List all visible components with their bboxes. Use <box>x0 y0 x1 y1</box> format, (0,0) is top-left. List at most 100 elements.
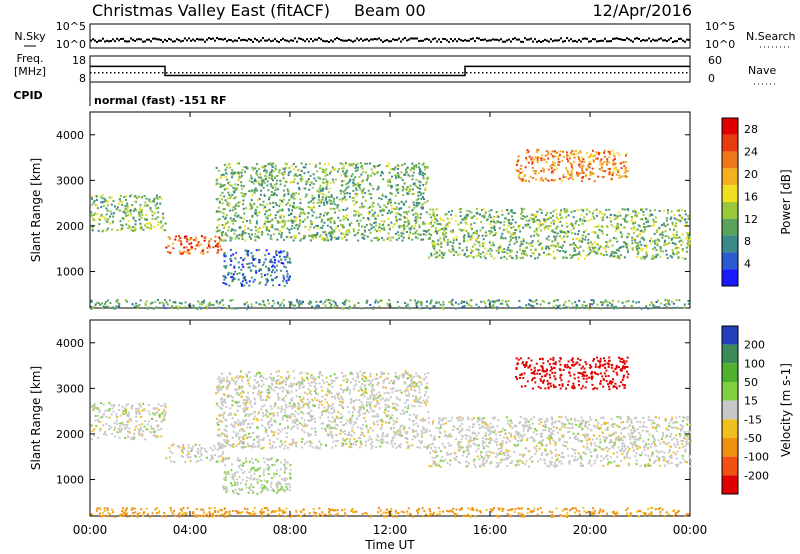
range-gate-cell <box>398 225 401 228</box>
scatter-region <box>90 194 167 233</box>
range-gate-cell <box>193 454 196 457</box>
range-gate-cell <box>225 486 228 489</box>
range-gate-cell <box>225 187 228 190</box>
range-gate-cell <box>157 403 160 406</box>
range-gate-cell <box>666 223 669 226</box>
range-gate-cell <box>439 217 442 220</box>
range-gate-cell <box>258 167 261 170</box>
range-gate-cell <box>252 461 255 464</box>
range-gate-cell <box>434 230 437 233</box>
range-gate-cell <box>242 441 245 444</box>
range-gate-cell <box>409 228 412 231</box>
range-gate-cell <box>531 240 534 243</box>
range-gate-cell <box>585 213 588 216</box>
range-gate-cell <box>424 182 427 185</box>
range-gate-cell <box>433 243 436 246</box>
range-gate-cell <box>510 249 513 252</box>
range-gate-cell <box>506 248 509 251</box>
range-gate-cell <box>467 232 470 235</box>
range-gate-cell <box>254 265 257 268</box>
range-gate-cell <box>391 436 394 439</box>
range-gate-cell <box>256 174 259 177</box>
range-gate-cell <box>448 249 451 252</box>
range-gate-cell <box>637 224 640 227</box>
range-gate-cell <box>215 230 218 233</box>
range-gate-cell <box>312 211 315 214</box>
range-gate-cell <box>430 299 433 302</box>
range-gate-cell <box>502 237 505 240</box>
nave-dot <box>626 72 628 74</box>
range-gate-cell <box>432 224 435 227</box>
nave-dot <box>522 72 524 74</box>
range-gate-cell <box>249 204 252 207</box>
range-gate-cell <box>371 171 374 174</box>
range-gate-cell <box>442 226 445 229</box>
scatter-region <box>90 298 690 310</box>
range-gate-cell <box>587 247 590 250</box>
range-gate-cell <box>493 229 496 232</box>
range-gate-cell <box>433 253 436 256</box>
range-gate-cell <box>273 302 276 305</box>
range-gate-cell <box>506 252 509 255</box>
range-gate-cell <box>422 183 425 186</box>
range-gate-cell <box>113 428 116 431</box>
nave-dot <box>114 72 116 74</box>
range-gate-cell <box>672 236 675 239</box>
range-gate-cell <box>377 237 380 240</box>
range-gate-cell <box>298 206 301 209</box>
range-gate-cell <box>440 219 443 222</box>
range-gate-cell <box>185 246 188 249</box>
range-gate-cell <box>402 187 405 190</box>
range-gate-cell <box>309 174 312 177</box>
range-gate-cell <box>391 226 394 229</box>
range-gate-cell <box>493 215 496 218</box>
range-gate-cell <box>563 208 566 211</box>
range-gate-cell <box>216 245 219 248</box>
range-gate-cell <box>419 213 422 216</box>
range-gate-cell <box>242 375 245 378</box>
range-gate-cell <box>427 222 430 225</box>
range-gate-cell <box>269 458 272 461</box>
range-gate-cell <box>345 214 348 217</box>
range-gate-cell <box>472 256 475 259</box>
range-gate-cell <box>192 306 195 309</box>
nave-dot <box>414 72 416 74</box>
noise-sample <box>378 37 380 40</box>
range-gate-cell <box>346 192 349 195</box>
range-gate-cell <box>285 203 288 206</box>
range-gate-cell <box>262 226 265 229</box>
range-gate-cell <box>149 209 152 212</box>
range-gate-cell <box>90 211 93 214</box>
range-gate-cell <box>298 225 301 228</box>
nave-dot <box>122 72 124 74</box>
noise-sample <box>102 37 104 40</box>
range-gate-cell <box>268 466 271 469</box>
range-gate-cell <box>169 456 172 459</box>
range-gate-cell <box>603 155 606 158</box>
colorbar-segment <box>722 202 738 219</box>
range-gate-cell <box>225 214 228 217</box>
range-gate-cell <box>148 413 151 416</box>
range-gate-cell <box>284 490 287 493</box>
range-gate-cell <box>197 244 200 247</box>
range-gate-cell <box>569 151 572 154</box>
noise-sample <box>630 39 632 42</box>
range-gate-cell <box>256 228 259 231</box>
range-gate-cell <box>615 256 618 259</box>
range-gate-cell <box>415 218 418 221</box>
range-gate-cell <box>572 216 575 219</box>
range-gate-cell <box>112 410 115 413</box>
range-gate-cell <box>373 165 376 168</box>
range-gate-cell <box>571 256 574 259</box>
range-gate-cell <box>387 232 390 235</box>
range-gate-cell <box>470 305 473 308</box>
nave-dot <box>578 72 580 74</box>
range-gate-cell <box>353 214 356 217</box>
range-gate-cell <box>233 171 236 174</box>
range-gate-cell <box>186 456 189 459</box>
range-gate-cell <box>409 184 412 187</box>
range-gate-cell <box>424 233 427 236</box>
range-gate-cell <box>320 226 323 229</box>
range-gate-cell <box>306 180 309 183</box>
range-gate-cell <box>293 197 296 200</box>
